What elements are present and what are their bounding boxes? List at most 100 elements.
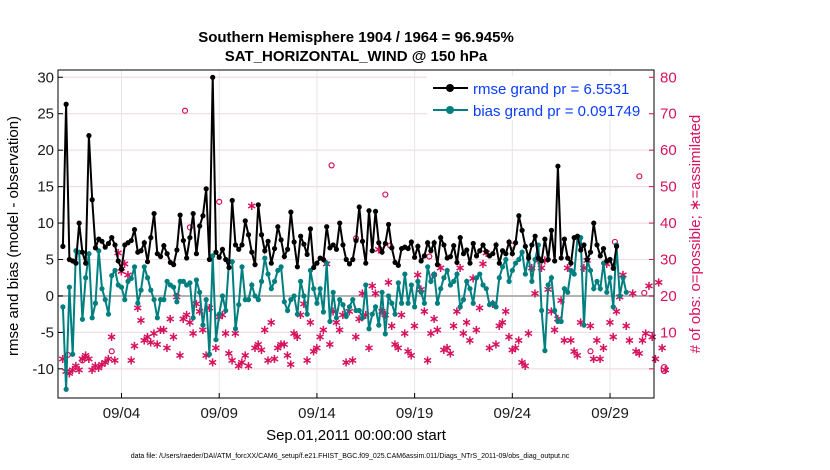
obs-assimilated-marker: ∗	[660, 363, 671, 378]
obs-assimilated-marker: ∗	[360, 308, 371, 323]
bias-point	[548, 275, 555, 281]
bias-point	[366, 326, 372, 332]
rmse-point	[258, 232, 265, 238]
obs-assimilated-marker: ∗	[575, 315, 586, 330]
rmse-point	[112, 242, 118, 248]
obs-assimilated-marker: ∗	[455, 261, 466, 276]
rmse-point	[340, 242, 346, 248]
rmse-point	[382, 240, 388, 247]
obs-assimilated-marker: ∗	[162, 341, 173, 356]
y2-tick-label: 80	[660, 69, 677, 86]
rmse-point	[105, 240, 112, 247]
obs-assimilated-marker: ∗	[406, 348, 417, 363]
obs-assimilated-marker: ∗	[631, 345, 642, 360]
obs-assimilated-marker: ∗	[305, 315, 316, 330]
rmse-point	[600, 245, 607, 252]
bias-point	[102, 297, 108, 303]
rmse-point	[219, 246, 226, 252]
bias-point	[138, 287, 144, 293]
rmse-point	[519, 227, 525, 233]
obs-assimilated-marker: ∗	[448, 319, 459, 334]
bias-point	[232, 326, 239, 332]
bias-point	[141, 264, 147, 270]
legend: rmse grand pr = 6.5531 bias grand pr = 0…	[427, 76, 649, 120]
bias-point	[444, 267, 450, 274]
obs-assimilated-marker: ∗	[517, 356, 528, 371]
obs-assimilated-marker: ∗	[650, 352, 661, 367]
bias-point	[79, 316, 86, 322]
rmse-point	[242, 218, 248, 224]
obs-assimilated-marker: ∗	[539, 254, 550, 269]
rmse-point	[99, 238, 105, 244]
obs-assimilated-marker: ∗	[429, 312, 440, 327]
obs-assimilated-marker: ∗	[279, 337, 290, 352]
obs-assimilated-marker: ∗	[57, 352, 68, 367]
obs-assimilated-marker: ∗	[559, 334, 570, 349]
bias-line	[61, 236, 628, 390]
bias-point	[506, 278, 512, 284]
rmse-point	[330, 242, 336, 248]
bias-point	[402, 271, 408, 277]
bias-point	[112, 267, 118, 274]
obs-assimilated-marker: ∗	[338, 308, 349, 323]
obs-assimilated-marker: ∗	[266, 315, 277, 330]
bias-point	[190, 315, 196, 321]
rmse-point	[63, 101, 69, 107]
y-tick-label: 20	[37, 142, 54, 159]
rmse-point	[307, 226, 314, 232]
rmse-point	[574, 233, 581, 239]
rmse-point	[447, 253, 454, 260]
bias-point	[428, 278, 434, 284]
bias-point	[539, 307, 545, 314]
rmse-point	[425, 240, 431, 246]
bias-point	[187, 280, 193, 286]
rmse-point	[379, 249, 385, 255]
bias-point	[249, 282, 255, 288]
y2-tick-label: 40	[660, 215, 677, 232]
chart-title: Southern Hemisphere 1904 / 1964 = 96.945…	[198, 29, 514, 46]
bias-point	[148, 287, 154, 293]
rmse-point	[597, 253, 603, 259]
rmse-point	[301, 241, 307, 247]
rmse-point	[428, 248, 434, 254]
rmse-point	[526, 255, 532, 261]
obs-possible-marker	[108, 348, 115, 355]
bias-point	[236, 302, 242, 308]
rmse-point	[333, 246, 340, 252]
bias-point	[385, 293, 392, 299]
obs-assimilated-marker: ∗	[204, 301, 215, 316]
rmse-point	[552, 258, 558, 264]
rmse-point	[480, 242, 486, 248]
rmse-point	[548, 227, 555, 233]
rmse-point	[161, 243, 167, 249]
obs-assimilated-marker: ∗	[530, 286, 541, 301]
rmse-point	[144, 259, 151, 265]
bias-point	[441, 275, 447, 281]
rmse-point	[363, 260, 369, 266]
obs-assimilated-marker: ∗	[194, 305, 205, 320]
rmse-point	[232, 242, 239, 248]
rmse-point	[288, 209, 294, 215]
obs-assimilated-marker: ∗	[357, 286, 368, 301]
obs-assimilated-marker: ∗	[484, 341, 495, 356]
bias-point	[63, 386, 69, 392]
rmse-point	[493, 242, 499, 248]
obs-assimilated-marker: ∗	[354, 312, 365, 327]
obs-assimilated-marker: ∗	[390, 337, 401, 352]
obs-assimilated-marker: ∗	[377, 305, 388, 320]
rmse-point	[506, 239, 512, 245]
obs-assimilated-marker: ∗	[207, 356, 218, 371]
rmse-point	[522, 243, 528, 249]
obs-assimilated-marker: ∗	[289, 326, 300, 341]
obs-assimilated-marker: ∗	[657, 341, 668, 356]
rmse-point	[565, 255, 571, 261]
y-tick-label: 0	[46, 288, 54, 305]
bias-point	[281, 299, 287, 305]
obs-assimilated-marker: ∗	[116, 264, 127, 279]
obs-assimilated-marker: ∗	[282, 348, 293, 363]
obs-assimilated-marker: ∗	[644, 279, 655, 294]
obs-assimilated-marker: ∗	[155, 323, 166, 338]
rmse-point	[73, 260, 79, 266]
bias-point	[425, 264, 431, 270]
